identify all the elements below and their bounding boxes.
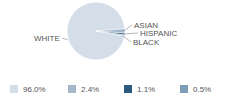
svg-text:96.0%: 96.0% <box>23 85 46 94</box>
svg-text:1.1%: 1.1% <box>137 85 155 94</box>
svg-text:2.4%: 2.4% <box>81 85 99 94</box>
svg-text:WHITE: WHITE <box>34 34 60 43</box>
svg-text:HISPANIC: HISPANIC <box>140 29 177 38</box>
svg-text:BLACK: BLACK <box>133 38 160 47</box>
svg-text:0.5%: 0.5% <box>193 85 211 94</box>
svg-text:ASIAN: ASIAN <box>134 21 158 30</box>
